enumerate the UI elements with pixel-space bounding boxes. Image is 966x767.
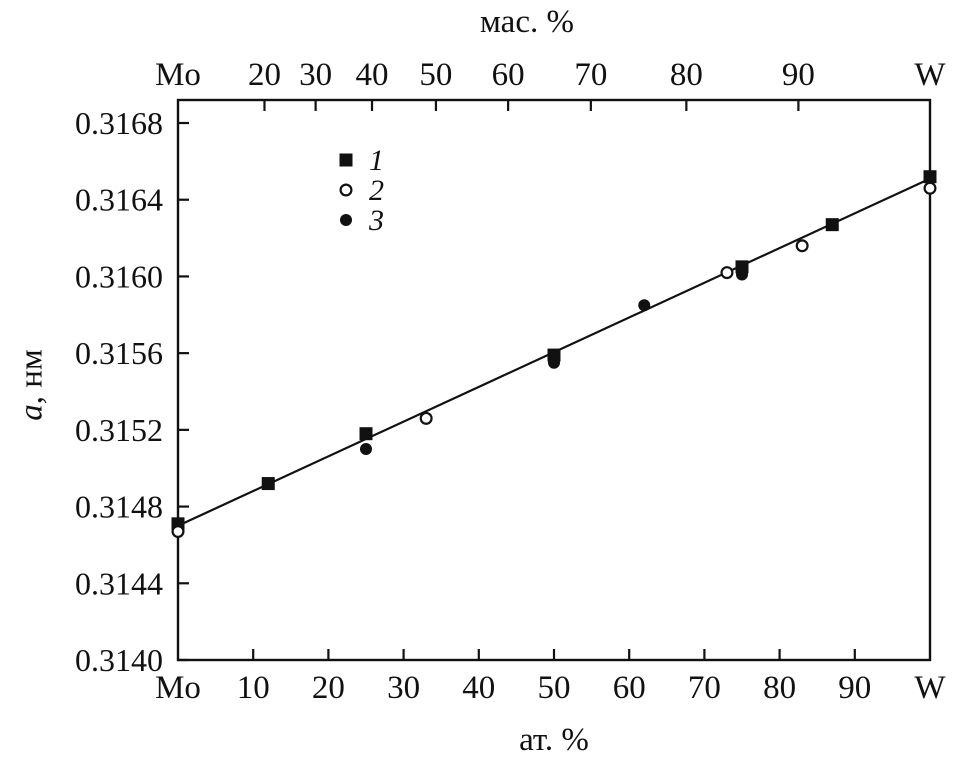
y-tick-label: 0.3156 [75, 335, 163, 371]
legend-marker-1 [339, 153, 353, 167]
legend-label-2: 2 [369, 174, 384, 207]
x-tick-top-label: 80 [670, 57, 703, 93]
legend-label-3: 3 [368, 204, 384, 237]
x-tick-top-label: 40 [356, 57, 389, 93]
y-tick-label: 0.3144 [75, 565, 163, 601]
y-tick-label: 0.3168 [75, 105, 163, 141]
y-axis-label-unit: , нм [13, 349, 50, 405]
data-point-series-1 [359, 427, 373, 441]
top-axis-label: мас. % [480, 4, 574, 40]
data-point-series-3 [360, 443, 372, 456]
data-point-series-2 [720, 266, 734, 280]
x-tick-bottom-label: 90 [838, 670, 871, 706]
legend-marker-3 [340, 214, 352, 226]
x-tick-bottom-label: 20 [312, 670, 345, 706]
x-tick-top-label: W [914, 57, 946, 93]
x-tick-bottom-label: 40 [462, 670, 495, 706]
y-axis-label: a, нм [14, 349, 51, 421]
data-point-series-2 [795, 239, 809, 253]
x-tick-bottom-label: Mo [155, 670, 201, 706]
data-point-series-3 [548, 356, 560, 369]
data-point-series-2 [419, 411, 433, 425]
x-tick-bottom-label: 50 [538, 670, 571, 706]
x-tick-top-label: 30 [299, 57, 332, 93]
data-point-series-2 [171, 525, 185, 539]
legend-label-1: 1 [369, 144, 384, 177]
data-point-series-2 [923, 181, 937, 195]
x-tick-bottom-label: 70 [688, 670, 721, 706]
x-tick-top-label: 20 [248, 57, 281, 93]
y-tick-label: 0.3140 [75, 642, 163, 678]
data-point-series-1 [923, 170, 937, 184]
bottom-axis-label: ат. % [519, 722, 589, 758]
plot-frame [176, 98, 932, 662]
x-tick-bottom-label: 80 [763, 670, 796, 706]
data-point-series-1 [261, 477, 275, 491]
y-tick-label: 0.3152 [75, 412, 163, 448]
data-point-series-1 [825, 218, 839, 232]
x-tick-top-label: 90 [782, 57, 815, 93]
y-axis-label-symbol: a [13, 404, 50, 421]
x-tick-bottom-label: W [914, 670, 946, 706]
y-tick-label: 0.3164 [75, 182, 163, 218]
y-tick-label: 0.3160 [75, 258, 163, 294]
x-tick-bottom-label: 10 [237, 670, 270, 706]
x-tick-top-label: Mo [155, 57, 201, 93]
x-tick-bottom-label: 60 [613, 670, 646, 706]
x-tick-top-label: 50 [419, 57, 452, 93]
data-point-series-3 [638, 299, 651, 312]
y-tick-label: 0.3148 [75, 489, 163, 525]
x-tick-top-label: 60 [492, 57, 525, 93]
x-tick-bottom-label: 30 [387, 670, 420, 706]
data-point-series-3 [736, 268, 748, 281]
x-tick-top-label: 70 [574, 57, 607, 93]
legend-marker-2 [339, 183, 353, 197]
